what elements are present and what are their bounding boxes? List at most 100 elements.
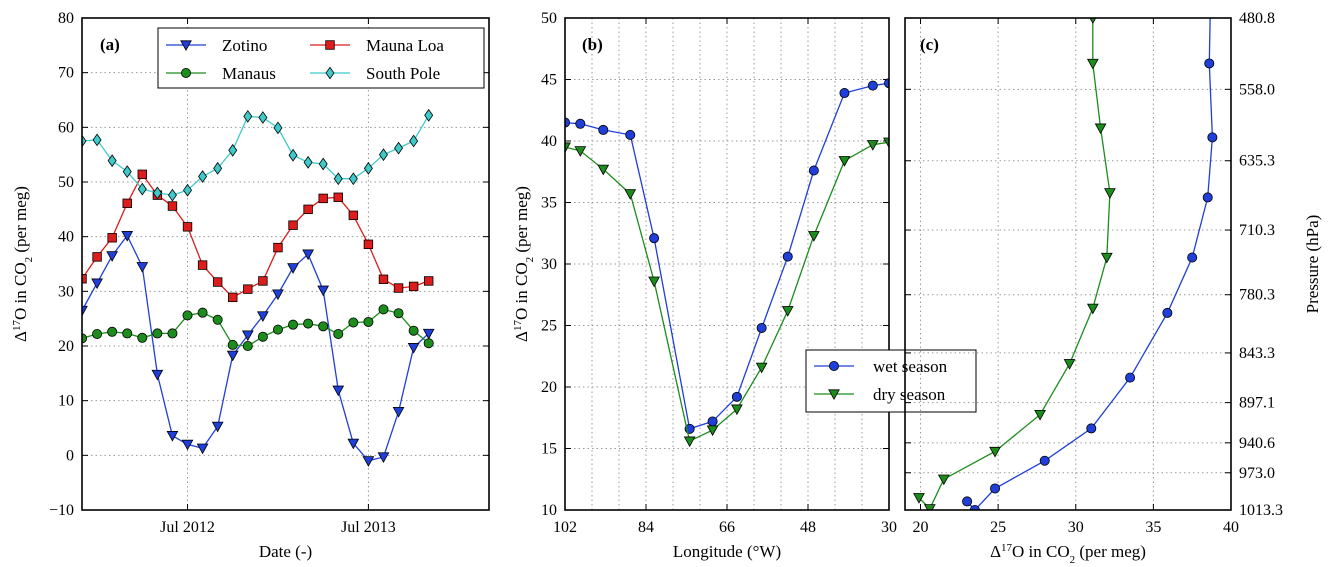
y-tick-label: 30: [541, 256, 557, 273]
series-mauna-loa-point: [288, 220, 298, 230]
series-zotino-point: [136, 262, 149, 273]
series-south-pole-point: [228, 143, 238, 157]
y-tick-label: 1013.3: [1239, 502, 1283, 519]
legend: wet season dry season: [805, 349, 977, 413]
y-tick-label: 25: [541, 318, 557, 335]
series-dry-season-point: [574, 146, 587, 157]
series-zotino-point: [257, 311, 269, 322]
y-axis-label: Pressure (hPa): [1303, 215, 1322, 314]
legend-label: Manaus: [222, 64, 276, 83]
series-wet-season-point: [867, 80, 878, 91]
x-tick-label: 30: [881, 519, 897, 536]
series-mauna-loa-point: [197, 260, 208, 270]
series-zotino-point: [82, 305, 88, 317]
series-wet-season-point: [1125, 372, 1136, 383]
y-axis-label: Δ17O in CO2 (per meg): [11, 186, 35, 342]
series-dry-season-point: [1034, 409, 1046, 421]
series-zotino-point: [106, 251, 119, 262]
series-wet-season-point: [649, 233, 660, 244]
series-manaus-point: [318, 321, 329, 332]
series-wet-season-point: [575, 118, 586, 129]
series-mauna-loa-point: [107, 233, 117, 243]
series-zotino-point: [422, 328, 435, 340]
series-wet-season-point: [782, 251, 793, 262]
series-wet-season-point: [1204, 58, 1215, 69]
y-tick-label: 973.0: [1239, 465, 1275, 482]
plot-area: [913, 18, 1218, 510]
legend-label: Zotino: [222, 36, 267, 55]
series-zotino-point: [377, 452, 390, 463]
y-tick-label: 780.3: [1239, 287, 1275, 304]
series-dry-season-point: [838, 156, 851, 167]
series-south-pole-point: [137, 182, 147, 196]
y-axis-label-part: 17: [11, 320, 23, 332]
x-axis-label-part: Δ: [990, 542, 1001, 561]
x-axis-label-part: O in CO: [1012, 542, 1070, 561]
series-mauna-loa-point: [348, 210, 359, 221]
series-zotino-point: [196, 443, 209, 455]
series-dry-season-point: [807, 231, 820, 242]
series-mauna-loa-point: [333, 192, 343, 203]
x-tick-label: 30: [1068, 519, 1084, 536]
series-zotino-point: [181, 439, 194, 451]
series-zotino-point: [332, 385, 345, 397]
y-tick-label: 480.8: [1239, 10, 1275, 27]
series-manaus-point: [107, 326, 118, 337]
y-axis-label-part: O in CO: [512, 262, 531, 320]
series-south-pole-point: [303, 155, 313, 169]
y-tick-label: 50: [58, 174, 74, 191]
series-mauna-loa-point: [273, 242, 283, 253]
series-manaus-point: [333, 328, 344, 339]
series-manaus-point: [152, 328, 163, 339]
y-axis-label-part: Δ: [512, 331, 531, 342]
x-axis-label: Δ17O in CO2 (per meg): [990, 542, 1146, 566]
legend-label: South Pole: [366, 64, 440, 83]
series-manaus-point: [212, 314, 223, 325]
x-axis-label: Longitude (°W): [673, 542, 781, 561]
series-dry-season-point: [755, 362, 768, 374]
legend-marker: [325, 40, 335, 50]
series-zotino-point: [302, 249, 314, 261]
series-wet-season-line: [966, 18, 1214, 510]
series-mauna-loa-point: [393, 283, 404, 293]
series-wet-season-point: [1162, 307, 1173, 318]
y-tick-label: 70: [58, 65, 74, 82]
series-wet-season-point: [707, 416, 718, 427]
y-tick-label: 15: [541, 441, 557, 458]
series-manaus-line: [82, 308, 430, 347]
series-mauna-loa-point: [378, 274, 389, 285]
series-wet-season-point: [990, 483, 1001, 494]
y-tick-label: 45: [541, 72, 557, 89]
series-wet-season-point: [962, 496, 973, 507]
y-tick-label: 10: [58, 393, 74, 410]
series-dry-season-point: [706, 425, 719, 437]
series-dry-season-point: [683, 436, 696, 448]
panel-a-chart: −10 0 10 20 30 40 50 60 70 80 Jul 2012 Jul 2013 Date…: [11, 10, 490, 561]
series-zotino-point: [151, 369, 164, 381]
series-south-pole-point: [273, 121, 283, 135]
legend-marker: [180, 68, 191, 79]
series-zotino-point: [91, 278, 103, 290]
series-manaus-point: [122, 328, 133, 339]
series-south-pole-point: [258, 111, 268, 124]
series-zotino-point: [407, 343, 420, 354]
y-tick-label: 35: [541, 195, 557, 212]
y-tick-label: 40: [541, 133, 557, 150]
x-tick-label: 48: [800, 519, 816, 536]
panel-tag: (c): [920, 35, 939, 54]
series-south-pole-point: [409, 134, 419, 148]
series-manaus-point: [92, 328, 103, 339]
series-wet-season-point: [1086, 423, 1097, 434]
x-tick-label: 35: [1145, 519, 1161, 536]
series-south-pole-point: [167, 188, 177, 202]
y-tick-label: 50: [541, 10, 557, 27]
series-mauna-loa-point: [82, 274, 87, 284]
series-mauna-loa-point: [408, 281, 419, 292]
y-tick-label: 558.0: [1239, 81, 1275, 98]
series-dry-season-point: [624, 189, 637, 200]
series-dry-season-point: [1104, 188, 1116, 199]
legend-box: [157, 27, 485, 89]
series-wet-season-point: [839, 88, 850, 99]
series-south-pole-point: [92, 133, 102, 147]
series-south-pole-point: [213, 161, 223, 175]
